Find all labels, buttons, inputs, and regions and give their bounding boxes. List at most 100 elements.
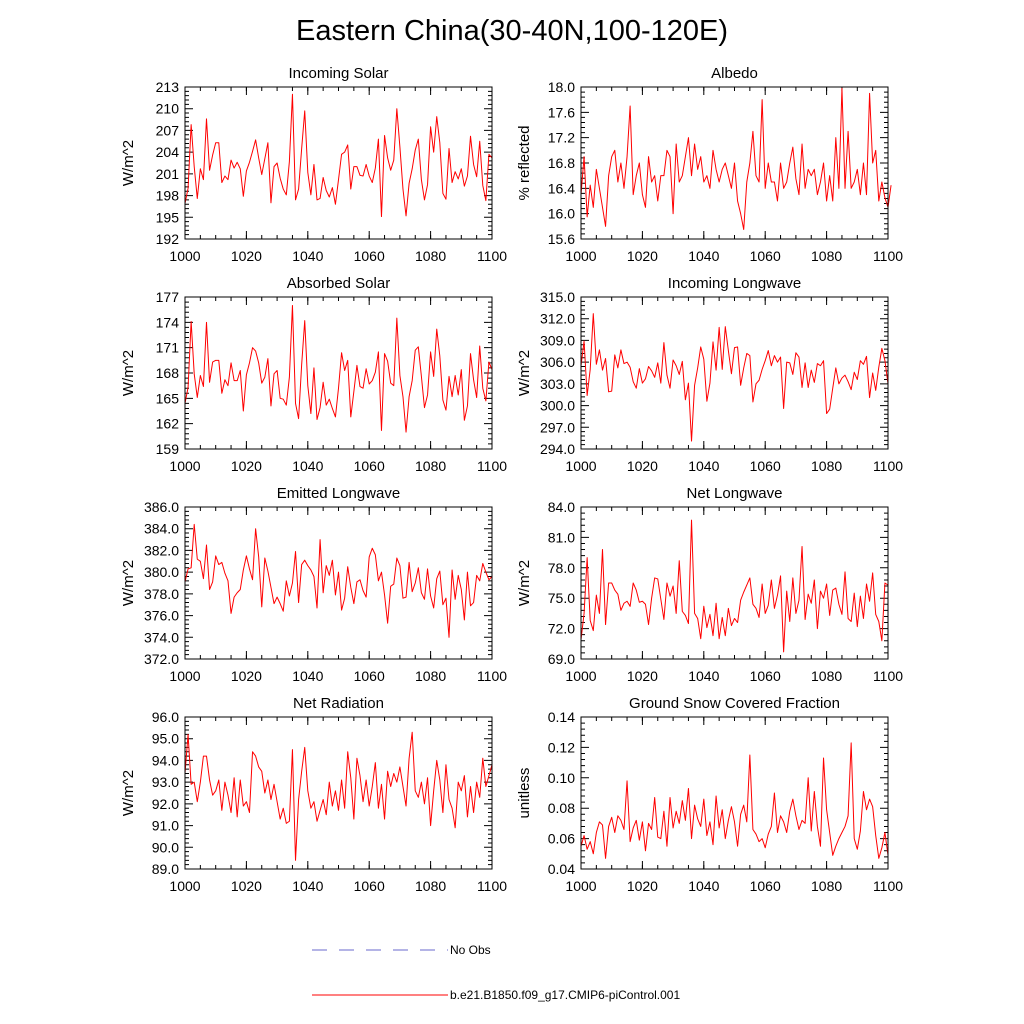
panel-title: Emitted Longwave — [277, 485, 400, 502]
y-tick-label: 210 — [156, 101, 180, 117]
minor-ticks — [580, 297, 889, 449]
panel-2: 1000 1020 1040 1060 1080 1100 159 162 165 168 171 1… — [120, 275, 507, 474]
panel-title: Net Radiation — [293, 695, 384, 712]
x-tick-label: 1080 — [415, 458, 446, 474]
series-line — [184, 731, 493, 861]
x-tick-label: 1080 — [415, 878, 446, 894]
y-tick-label: 0.04 — [548, 861, 575, 877]
y-tick-label: 17.2 — [548, 130, 575, 146]
x-tick-label: 1060 — [750, 458, 781, 474]
y-tick-label: 90.0 — [152, 839, 179, 855]
series-line — [580, 87, 892, 230]
x-tick-label: 1020 — [627, 668, 658, 684]
y-tick-label: 195 — [156, 209, 180, 225]
panel-7: 1000 1020 1040 1060 1080 1100 0.04 0.06 0.08 0.10… — [516, 695, 903, 894]
x-tick-label: 1080 — [415, 668, 446, 684]
y-tick-label: 213 — [156, 79, 180, 95]
plot-frame — [580, 506, 889, 660]
y-axis-label: W/m^2 — [120, 770, 137, 816]
y-tick-label: 306.0 — [540, 354, 575, 370]
x-tick-label: 1100 — [477, 458, 507, 474]
y-axis-label: unitless — [516, 768, 533, 819]
y-axis-label: % reflected — [516, 125, 533, 200]
series-line — [580, 742, 889, 859]
y-axis-label: W/m^2 — [120, 350, 137, 396]
x-tick-label: 1040 — [688, 878, 719, 894]
plot-frame — [580, 296, 889, 450]
x-tick-label: 1000 — [169, 668, 200, 684]
y-axis-label: W/m^2 — [516, 560, 533, 606]
x-tick-label: 1000 — [565, 668, 596, 684]
legend-label-model: b.e21.B1850.f09_g17.CMIP6-piControl.001 — [450, 988, 680, 1002]
y-tick-label: 96.0 — [152, 709, 179, 725]
x-tick-label: 1060 — [354, 458, 385, 474]
y-axis-label: W/m^2 — [120, 140, 137, 186]
y-tick-label: 0.10 — [548, 770, 575, 786]
y-tick-label: 374.0 — [144, 629, 179, 645]
y-axis-label: W/m^2 — [120, 560, 137, 606]
x-tick-label: 1080 — [811, 878, 842, 894]
y-tick-label: 309.0 — [540, 332, 575, 348]
y-tick-label: 300.0 — [540, 398, 575, 414]
panel-5: 1000 1020 1040 1060 1080 1100 69.0 72.0 75.0 78.0… — [516, 485, 903, 684]
y-tick-label: 162 — [156, 416, 180, 432]
y-tick-label: 18.0 — [548, 79, 575, 95]
x-tick-label: 1020 — [231, 458, 262, 474]
y-tick-label: 177 — [156, 289, 180, 305]
x-tick-label: 1020 — [231, 248, 262, 264]
y-tick-label: 204 — [156, 144, 180, 160]
y-tick-label: 84.0 — [548, 499, 575, 515]
y-tick-label: 0.08 — [548, 800, 575, 816]
x-tick-label: 1100 — [477, 668, 507, 684]
panel-4: 1000 1020 1040 1060 1080 1100 372.0 374.0 376.0 3… — [120, 485, 507, 684]
y-tick-label: 16.0 — [548, 206, 575, 222]
x-tick-label: 1060 — [354, 878, 385, 894]
x-tick-label: 1000 — [565, 458, 596, 474]
minor-ticks — [184, 297, 493, 449]
y-tick-label: 382.0 — [144, 542, 179, 558]
panel-title: Net Longwave — [687, 485, 783, 502]
y-tick-label: 378.0 — [144, 586, 179, 602]
x-tick-label: 1040 — [688, 458, 719, 474]
y-tick-label: 0.14 — [548, 709, 575, 725]
x-tick-label: 1080 — [811, 248, 842, 264]
y-tick-label: 75.0 — [548, 590, 575, 606]
y-tick-label: 78.0 — [548, 560, 575, 576]
minor-ticks — [580, 717, 889, 869]
minor-ticks — [580, 507, 889, 659]
figure-title: Eastern China(30-40N,100-120E) — [296, 15, 728, 47]
x-tick-label: 1040 — [292, 248, 323, 264]
panel-title: Absorbed Solar — [287, 275, 390, 292]
panel-title: Incoming Solar — [288, 65, 388, 82]
x-tick-label: 1080 — [811, 668, 842, 684]
x-tick-label: 1060 — [354, 248, 385, 264]
x-tick-label: 1040 — [688, 248, 719, 264]
panel-0: 1000 1020 1040 1060 1080 1100 192 195 198 201 204 2… — [120, 65, 507, 264]
plot-frame — [184, 296, 493, 450]
y-tick-label: 72.0 — [548, 621, 575, 637]
y-axis-label: W/m^2 — [516, 350, 533, 396]
panel-title: Incoming Longwave — [668, 275, 801, 292]
y-tick-label: 91.0 — [152, 818, 179, 834]
plot-frame — [580, 86, 889, 240]
x-tick-label: 1100 — [873, 248, 903, 264]
x-tick-label: 1000 — [565, 878, 596, 894]
x-tick-label: 1060 — [354, 668, 385, 684]
y-tick-label: 384.0 — [144, 521, 179, 537]
y-tick-label: 303.0 — [540, 376, 575, 392]
y-tick-label: 315.0 — [540, 289, 575, 305]
x-tick-label: 1100 — [477, 248, 507, 264]
x-tick-label: 1020 — [627, 878, 658, 894]
x-tick-label: 1000 — [169, 248, 200, 264]
y-tick-label: 201 — [156, 166, 180, 182]
x-tick-label: 1100 — [873, 668, 903, 684]
panel-3: 1000 1020 1040 1060 1080 1100 294.0 297.0 300.0 3… — [516, 275, 903, 474]
y-tick-label: 95.0 — [152, 731, 179, 747]
y-tick-label: 17.6 — [548, 104, 575, 120]
y-tick-label: 89.0 — [152, 861, 179, 877]
minor-ticks — [184, 507, 493, 659]
panel-1: 1000 1020 1040 1060 1080 1100 15.6 16.0 16.4 16.8… — [516, 65, 903, 264]
y-tick-label: 380.0 — [144, 564, 179, 580]
series-line — [580, 313, 889, 442]
x-tick-label: 1020 — [231, 668, 262, 684]
